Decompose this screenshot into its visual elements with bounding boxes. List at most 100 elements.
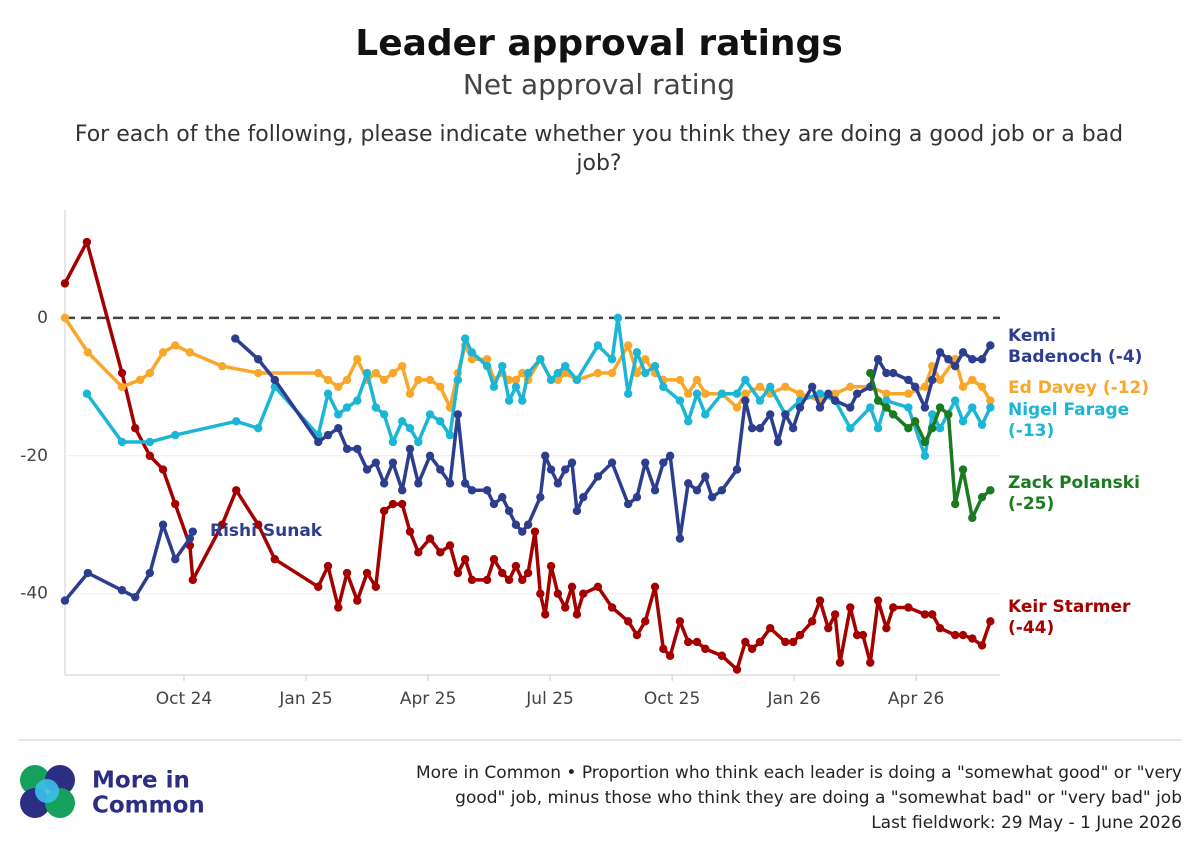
data-point: [675, 375, 685, 385]
data-point: [145, 568, 155, 578]
data-point: [414, 548, 423, 557]
data-point: [553, 479, 563, 488]
data-point: [334, 424, 343, 433]
source-note: good" job, minus those who think they ar…: [455, 788, 1182, 808]
data-point: [117, 586, 127, 595]
data-point: [523, 368, 533, 378]
data-point: [830, 389, 840, 398]
data-point: [158, 520, 168, 529]
data-point: [632, 368, 642, 378]
data-point: [928, 410, 937, 419]
data-point: [388, 437, 398, 447]
data-point: [815, 403, 825, 412]
data-point: [518, 527, 527, 536]
data-point: [83, 568, 93, 578]
data-point: [986, 403, 995, 412]
data-point: [523, 520, 533, 529]
data-point: [171, 555, 180, 564]
data-point: [717, 651, 727, 660]
data-point: [781, 637, 790, 647]
data-point: [692, 486, 702, 495]
data-point: [650, 486, 660, 495]
data-point: [607, 368, 617, 378]
data-point: [958, 630, 968, 640]
data-point: [232, 417, 241, 426]
data-point: [511, 520, 521, 529]
data-point: [185, 534, 195, 543]
series-label: Keir Starmer: [1008, 597, 1131, 617]
data-point: [489, 382, 499, 392]
data-point: [425, 375, 435, 385]
data-point: [873, 596, 883, 605]
data-point: [977, 492, 987, 502]
logo-text: Common: [92, 793, 205, 819]
data-point: [717, 486, 727, 495]
data-point: [217, 520, 227, 529]
data-point: [632, 348, 642, 357]
data-point: [882, 389, 891, 398]
data-point: [935, 375, 945, 385]
data-point: [732, 403, 742, 412]
data-point: [950, 361, 960, 371]
data-point: [807, 617, 817, 626]
data-point: [866, 368, 875, 378]
data-point: [641, 458, 650, 467]
data-point: [766, 623, 775, 633]
data-point: [659, 458, 668, 467]
data-point: [986, 486, 995, 495]
data-point: [185, 348, 195, 357]
data-point: [701, 410, 710, 419]
data-point: [904, 603, 913, 612]
data-point: [920, 437, 930, 447]
data-point: [659, 644, 668, 654]
data-point: [342, 444, 352, 454]
logo-text: More in: [92, 768, 190, 794]
data-point: [807, 382, 817, 392]
data-point: [353, 444, 362, 454]
data-point: [882, 396, 891, 405]
data-point: [873, 355, 883, 364]
data-point: [701, 472, 710, 481]
data-point: [60, 279, 70, 288]
data-point: [188, 527, 198, 536]
data-point: [453, 410, 463, 419]
data-point: [117, 368, 127, 378]
data-point: [436, 417, 445, 426]
series-label: (-13): [1008, 421, 1054, 441]
data-point: [935, 348, 945, 357]
data-point: [82, 389, 92, 398]
data-point: [788, 424, 798, 433]
data-point: [270, 375, 280, 385]
data-point: [254, 368, 263, 378]
series-label: Zack Polanski: [1008, 473, 1140, 493]
data-point: [371, 582, 381, 592]
data-point: [882, 623, 891, 633]
data-point: [388, 499, 398, 509]
data-point: [873, 424, 883, 433]
data-point: [684, 417, 693, 426]
x-tick-label: Apr 25: [400, 689, 456, 709]
data-point: [334, 382, 343, 392]
data-point: [425, 534, 435, 543]
data-point: [684, 479, 693, 488]
data-point: [788, 637, 798, 647]
data-point: [541, 451, 550, 460]
data-point: [675, 617, 685, 626]
data-point: [572, 375, 582, 385]
data-point: [824, 389, 833, 398]
data-point: [379, 375, 389, 385]
data-point: [453, 375, 463, 385]
data-point: [445, 541, 455, 550]
data-point: [436, 382, 445, 392]
data-point: [323, 389, 333, 398]
data-point: [866, 403, 875, 412]
data-point: [511, 561, 521, 571]
data-point: [436, 465, 445, 474]
data-point: [623, 341, 633, 350]
data-point: [498, 361, 507, 371]
data-point: [623, 499, 633, 509]
data-point: [405, 389, 415, 398]
data-point: [692, 375, 702, 385]
data-point: [371, 368, 381, 378]
data-point: [701, 644, 710, 654]
